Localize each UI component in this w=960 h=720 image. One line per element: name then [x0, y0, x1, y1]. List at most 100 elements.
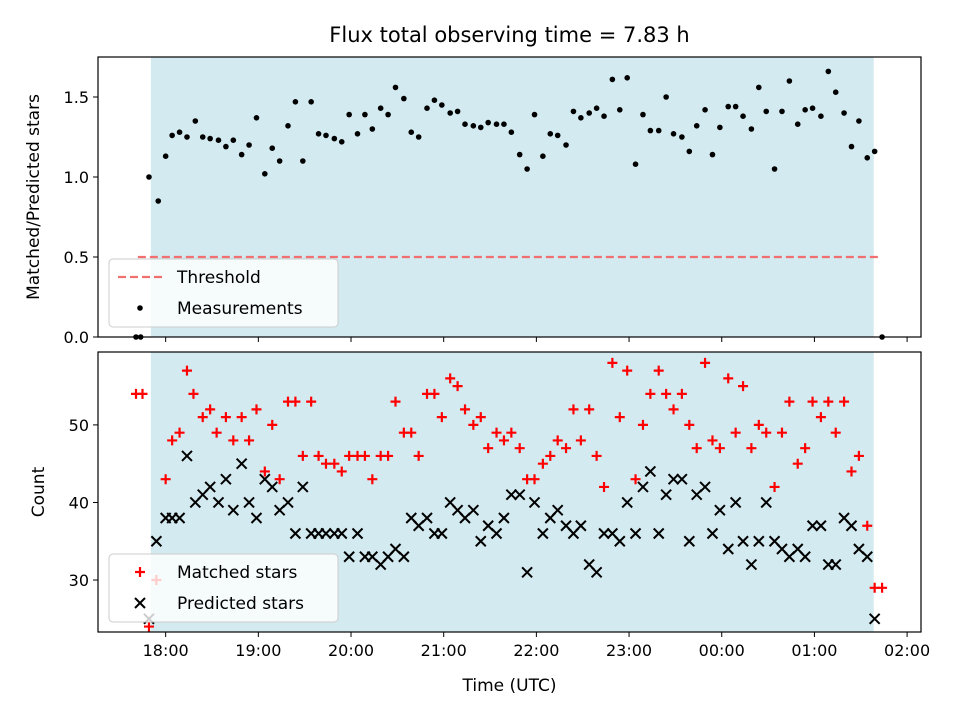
matched-point — [630, 474, 641, 485]
predicted-point — [676, 473, 688, 485]
measurement-point — [586, 110, 593, 116]
measurement-point — [415, 134, 422, 140]
measurement-point — [670, 131, 677, 137]
measurement-point — [493, 121, 500, 127]
matched-point — [452, 381, 463, 392]
y-tick-label: 1.5 — [64, 88, 89, 107]
y-tick-label: 30 — [69, 571, 89, 590]
matched-point — [274, 474, 285, 485]
measurement-point — [246, 142, 252, 148]
x-tick-label: 02:00 — [884, 641, 930, 660]
x-tick-label: 19:00 — [235, 641, 281, 660]
matched-point — [561, 443, 572, 454]
matched-point — [174, 427, 185, 438]
measurement-point — [779, 108, 785, 115]
predicted-point — [243, 496, 255, 509]
x-tick-label: 01:00 — [791, 641, 837, 660]
measurement-point — [155, 198, 162, 204]
matched-point — [753, 419, 764, 430]
predicted-point — [173, 512, 186, 524]
matched-point — [251, 404, 262, 415]
measurement-point — [802, 107, 808, 113]
measurement-point — [809, 105, 816, 111]
y-tick-label: 0.0 — [64, 328, 89, 347]
predicted-point — [490, 527, 503, 540]
series-predicted-stars — [143, 450, 881, 625]
matched-point — [668, 404, 679, 415]
measurement-point — [856, 118, 862, 124]
measurement-point — [169, 132, 175, 139]
matched-point — [167, 435, 178, 446]
measurement-point — [215, 137, 222, 143]
measurement-point — [315, 131, 322, 137]
predicted-point — [868, 613, 881, 625]
predicted-point — [629, 527, 642, 540]
predicted-point — [351, 527, 364, 540]
measurement-point — [508, 129, 515, 135]
measurement-point — [748, 126, 755, 132]
matched-point — [514, 443, 525, 454]
series-matched-stars — [130, 357, 888, 632]
predicted-point — [653, 527, 665, 540]
matched-point — [676, 388, 687, 399]
matched-point — [877, 582, 888, 593]
measurement-point — [146, 174, 152, 180]
predicted-point — [336, 527, 348, 540]
matched-point — [188, 388, 199, 399]
y-tick-label: 0.5 — [64, 248, 89, 267]
measurement-point — [871, 148, 878, 155]
predicted-point — [714, 504, 726, 516]
panel-ratio: 0.0 0.5 1.0 1.5 Threshold Measurements — [64, 56, 922, 347]
matched-point — [575, 435, 586, 446]
measurement-point — [223, 143, 229, 150]
series-measurements — [133, 68, 885, 340]
measurement-point — [369, 126, 376, 132]
predicted-point — [227, 504, 240, 516]
predicted-point — [753, 535, 765, 547]
matched-point — [552, 435, 563, 446]
legend-label: Measurements — [177, 299, 303, 319]
predicted-point — [289, 527, 302, 540]
matched-point — [359, 450, 370, 461]
predicted-point — [398, 551, 410, 563]
measurement-point — [693, 123, 700, 129]
measurement-point — [184, 134, 190, 140]
measurement-point — [702, 107, 708, 113]
x-tick-label: 20:00 — [328, 641, 374, 660]
x-tick-label: 23:00 — [606, 641, 652, 660]
predicted-point — [436, 527, 448, 540]
matched-point — [537, 458, 548, 469]
x-tick-label: 21:00 — [421, 641, 467, 660]
predicted-point — [505, 489, 518, 501]
x-axis-label: Time (UTC) — [462, 676, 557, 696]
matched-point — [498, 435, 509, 446]
matched-point — [205, 404, 216, 415]
predicted-point — [537, 527, 549, 540]
panel-count: 30 40 50 18:00 19:00 20:00 21:00 22:00 23:00 00:0… — [69, 351, 930, 660]
matched-point — [306, 396, 317, 407]
measurement-point — [470, 123, 477, 129]
matched-point — [761, 427, 772, 438]
measurement-point — [686, 148, 693, 155]
measurement-point — [408, 129, 415, 135]
measurement-point — [377, 105, 384, 111]
measurement-point — [285, 123, 291, 129]
measurement-point — [570, 108, 577, 115]
legend-label: Predicted stars — [177, 594, 304, 614]
measurement-point — [578, 115, 584, 121]
predicted-point — [806, 520, 819, 532]
measurement-point — [385, 111, 391, 118]
matched-point — [506, 427, 517, 438]
matched-point — [460, 404, 471, 415]
measurement-point — [431, 97, 438, 103]
matched-point — [568, 404, 579, 415]
matched-point — [336, 466, 347, 477]
measurement-point — [162, 153, 169, 159]
measurement-point — [392, 84, 399, 91]
predicted-point — [614, 535, 626, 547]
legend-matched-swatch — [135, 567, 145, 577]
legend-box — [108, 258, 339, 328]
matched-point — [320, 458, 331, 469]
predicted-point — [475, 535, 487, 547]
matched-point — [637, 419, 648, 430]
